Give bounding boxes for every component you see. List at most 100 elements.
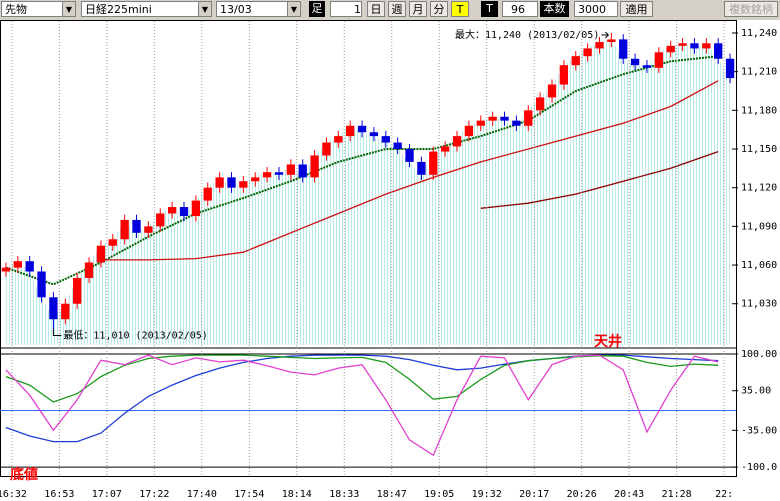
- candle-body: [215, 177, 224, 188]
- annotation: 最大：11,240 (2013/02/05): [455, 28, 599, 41]
- symbol-select[interactable]: 日経225mini: [81, 1, 199, 17]
- plot-frame: [0, 20, 737, 477]
- candle-body: [1, 267, 11, 272]
- candle-body: [417, 161, 426, 175]
- candle-body: [702, 43, 711, 49]
- candle-body: [547, 84, 557, 98]
- x-tick-label: 22:: [715, 489, 733, 500]
- candle-body: [524, 110, 533, 126]
- candle-body: [595, 41, 604, 49]
- tick-label: T: [481, 1, 498, 17]
- candle-body: [464, 125, 474, 137]
- x-tick-label: 16:32: [0, 489, 27, 500]
- annotation: 天井: [594, 333, 622, 350]
- period-button[interactable]: 日: [367, 1, 385, 17]
- candle-body: [322, 142, 331, 156]
- chart: 11,240 11,210 11,180 11,150 11,120 11,090 11,0…: [0, 20, 777, 500]
- candle-body: [73, 277, 82, 304]
- candle-body: [298, 164, 307, 178]
- x-tick-label: 18:14: [282, 489, 312, 500]
- candle-body: [429, 151, 438, 175]
- candle-body: [500, 116, 509, 121]
- price-area: [5, 39, 731, 346]
- candle-body: [678, 43, 687, 46]
- x-tick-label: 19:32: [472, 489, 502, 500]
- x-tick-label: 17:07: [92, 489, 122, 500]
- candle-body: [630, 58, 640, 66]
- x-tick-label: 17:54: [234, 489, 264, 500]
- candle-body: [108, 239, 117, 246]
- count-field[interactable]: 96: [502, 1, 538, 17]
- multi-button[interactable]: 複数銘柄: [724, 1, 778, 17]
- candle-body: [251, 177, 260, 182]
- series-line: [100, 80, 719, 261]
- x-tick-label: 20:17: [519, 489, 549, 500]
- candle-body: [49, 297, 58, 320]
- tick-button[interactable]: T: [451, 1, 469, 17]
- candle-body: [725, 58, 735, 79]
- bars-field[interactable]: 3000: [574, 1, 618, 17]
- y-tick-label: 11,150: [741, 144, 777, 155]
- dropdown[interactable]: ▼: [287, 1, 301, 17]
- x-tick-label: 18:33: [329, 489, 359, 500]
- candle-body: [144, 226, 153, 233]
- candle-body: [156, 213, 165, 227]
- bar-value[interactable]: 1: [330, 1, 362, 17]
- candle-body: [227, 177, 236, 188]
- series-line: [5, 354, 719, 443]
- annotation: 底値: [10, 466, 38, 483]
- dropdown[interactable]: ▼: [198, 1, 212, 17]
- candle-body: [535, 97, 545, 111]
- candle-body: [274, 172, 284, 175]
- candle-body: [571, 56, 580, 66]
- annotation-arrow: [601, 31, 610, 39]
- series-line: [5, 55, 719, 286]
- y-tick-label: 11,060: [741, 260, 777, 271]
- candle-body: [84, 262, 94, 278]
- candle-body: [642, 65, 652, 68]
- x-tick-label: 17:40: [187, 489, 217, 500]
- candle-body: [132, 219, 141, 233]
- x-tick-label: 18:47: [377, 489, 407, 500]
- x-tick-label: 19:05: [424, 489, 454, 500]
- candle-body: [690, 43, 699, 49]
- period-button[interactable]: 分: [430, 1, 448, 17]
- candle-body: [61, 303, 70, 320]
- candle-body: [666, 45, 675, 53]
- y-tick-label: 11,120: [741, 183, 777, 194]
- market-select[interactable]: 先物: [1, 1, 63, 17]
- candle-body: [310, 155, 319, 178]
- candle-body: [346, 125, 355, 137]
- candle-body: [179, 207, 189, 217]
- contract-select[interactable]: 13/03: [216, 1, 288, 17]
- candle-body: [441, 146, 450, 152]
- apply-button[interactable]: 適用: [620, 1, 653, 17]
- candle-body: [607, 39, 616, 42]
- annotation-arrow: [52, 329, 62, 337]
- candle-body: [96, 245, 106, 263]
- candle-body: [654, 52, 663, 68]
- x-tick-label: 20:43: [614, 489, 644, 500]
- count-label: 本数: [540, 1, 569, 17]
- bar-label: 足: [309, 1, 325, 17]
- candle-body: [357, 125, 367, 133]
- candle-body: [37, 271, 46, 298]
- y-tick-label: 35.00: [741, 386, 771, 397]
- y-tick-label: -100.0: [741, 462, 777, 473]
- candle-body: [13, 261, 22, 268]
- candle-body: [334, 136, 343, 143]
- candle-body: [120, 219, 129, 240]
- period-button[interactable]: 週: [388, 1, 406, 17]
- candle-body: [714, 43, 723, 59]
- dropdown[interactable]: ▼: [62, 1, 76, 17]
- candle-body: [405, 149, 414, 162]
- x-tick-label: 21:28: [662, 489, 692, 500]
- candle-body: [239, 181, 248, 188]
- period-button[interactable]: 月: [409, 1, 427, 17]
- candle-body: [559, 65, 569, 85]
- candle-body: [452, 136, 462, 147]
- y-tick-label: 11,180: [741, 105, 777, 116]
- x-tick-label: 16:53: [44, 489, 74, 500]
- annotation: 最低：11,010 (2013/02/05): [63, 329, 207, 342]
- series-line: [5, 354, 719, 457]
